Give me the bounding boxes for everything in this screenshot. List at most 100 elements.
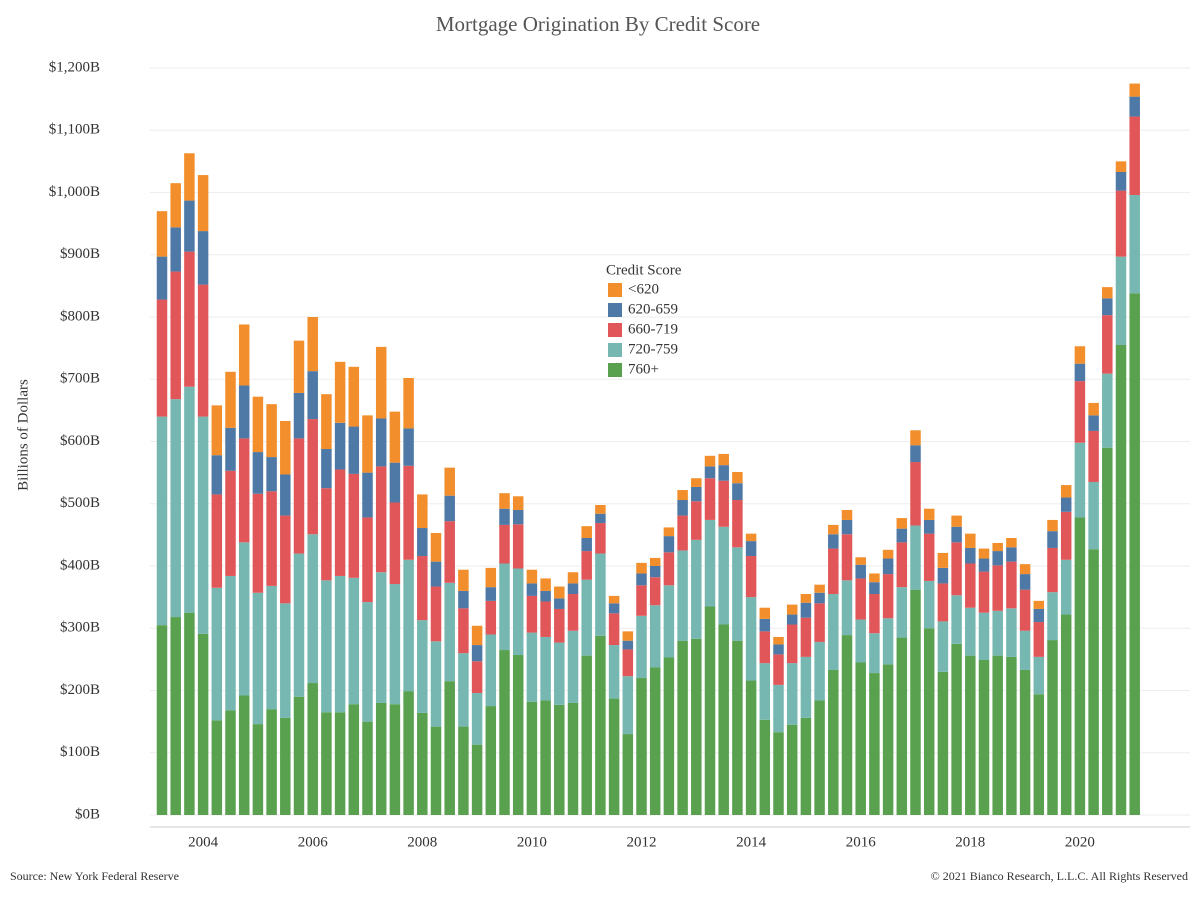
bar-segment <box>197 231 209 285</box>
y-tick-label: $800B <box>60 308 100 324</box>
bar-segment <box>704 455 716 467</box>
bar-segment <box>992 610 1003 656</box>
bar-segment <box>430 641 442 727</box>
bar-segment <box>841 635 853 815</box>
bar-segment <box>526 595 538 633</box>
bar-segment <box>718 480 729 527</box>
bar-segment <box>937 567 949 584</box>
bar-segment <box>403 559 414 692</box>
bar-segment <box>786 604 798 615</box>
bar-segment <box>677 515 688 551</box>
y-tick-label: $500B <box>60 495 100 511</box>
y-tick-label: $200B <box>60 682 100 698</box>
legend-swatch <box>608 343 622 357</box>
bar-segment <box>622 631 634 641</box>
bar-segment <box>732 483 743 501</box>
bar-segment <box>896 518 908 529</box>
bar-segment <box>238 542 250 696</box>
bar-segment <box>554 704 565 815</box>
bar-segment <box>1047 640 1058 815</box>
bar-segment <box>649 566 661 578</box>
bar-segment <box>608 698 620 815</box>
bar-segment <box>417 712 428 815</box>
bar-segment <box>910 462 921 526</box>
bar-segment <box>608 603 620 614</box>
bar-segment <box>362 415 373 473</box>
bar-segment <box>307 371 318 420</box>
y-tick-label: $0B <box>75 806 100 822</box>
bar-segment <box>170 183 181 228</box>
bar-segment <box>1129 293 1140 816</box>
bar-segment <box>923 628 935 815</box>
source: Source: New York Federal Reserve <box>10 869 179 883</box>
bar-segment <box>649 577 661 606</box>
bar-segment <box>869 633 880 674</box>
bar-segment <box>937 671 949 815</box>
bar-segment <box>362 721 373 815</box>
bar-segment <box>663 552 675 586</box>
bar-segment <box>800 656 812 718</box>
bar-segment <box>1006 656 1017 815</box>
bar-segment <box>937 552 949 568</box>
bar-segment <box>910 445 921 463</box>
bar-segment <box>965 563 976 608</box>
legend-swatch <box>608 363 622 377</box>
legend-label: 720-759 <box>628 341 678 357</box>
bar-segment <box>622 734 634 815</box>
bar-segment <box>882 618 894 665</box>
y-tick-label: $1,200B <box>49 59 100 75</box>
bar-segment <box>444 495 455 522</box>
bar-segment <box>800 717 812 815</box>
y-tick-label: $1,100B <box>49 122 100 138</box>
bar-segment <box>252 724 264 815</box>
bar-segment <box>704 466 716 479</box>
bar-segment <box>759 631 771 664</box>
bar-segment <box>526 569 538 584</box>
bar-segment <box>1074 346 1086 364</box>
bar-segment <box>444 467 455 496</box>
bar-segment <box>540 700 551 815</box>
bar-segment <box>595 513 606 524</box>
bar-segment <box>978 659 990 815</box>
bar-segment <box>800 602 812 618</box>
y-tick-label: $900B <box>60 246 100 262</box>
bar-segment <box>512 655 524 815</box>
bar-segment <box>334 575 346 713</box>
bar-segment <box>417 556 428 621</box>
bar-segment <box>910 589 921 815</box>
y-axis-label: Billions of Dollars <box>15 379 31 491</box>
bar-segment <box>471 744 483 815</box>
bar-segment <box>786 624 798 664</box>
bar-segment <box>280 603 291 718</box>
bar-segment <box>430 586 442 642</box>
bar-segment <box>1019 564 1031 575</box>
bar-segment <box>266 709 277 815</box>
legend-swatch <box>608 283 622 297</box>
bar-segment <box>581 526 592 538</box>
bar-segment <box>307 419 318 535</box>
bar-segment <box>786 663 798 725</box>
bar-segment <box>458 608 469 654</box>
bar-segment <box>1033 622 1045 657</box>
bar-segment <box>485 634 497 707</box>
bar-segment <box>1102 373 1113 448</box>
bar-segment <box>334 361 346 423</box>
bar-segment <box>677 640 688 815</box>
bar-segment <box>458 569 469 591</box>
bar-segment <box>499 508 510 525</box>
bar-segment <box>540 636 551 701</box>
bar-segment <box>197 633 209 815</box>
bar-segment <box>882 549 894 559</box>
bar-segment <box>444 582 455 682</box>
bar-segment <box>362 517 373 603</box>
bar-segment <box>554 608 565 643</box>
bar-segment <box>992 542 1003 552</box>
bar-segment <box>814 603 825 642</box>
bar-segment <box>348 473 360 578</box>
bar-segment <box>828 534 839 549</box>
bar-segment <box>238 385 250 439</box>
bar-segment <box>828 594 839 670</box>
bar-segment <box>1060 497 1072 512</box>
bar-segment <box>732 640 743 815</box>
bar-segment <box>622 649 634 677</box>
